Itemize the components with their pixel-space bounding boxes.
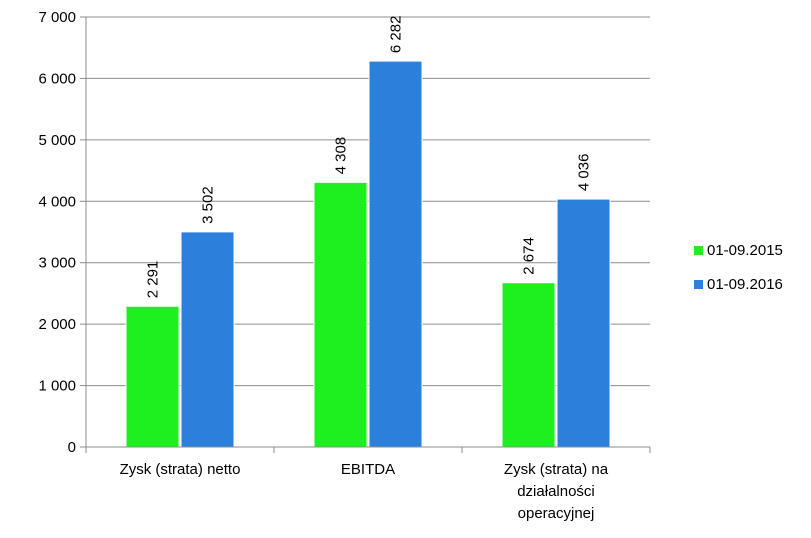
x-category-label: Zysk (strata) na <box>504 461 609 478</box>
gridlines <box>86 16 650 387</box>
legend-item-series-1: 01-09.2015 <box>694 239 783 261</box>
x-category-label: Zysk (strata) netto <box>120 461 241 478</box>
data-label: 3 502 <box>200 186 217 224</box>
x-category-label: działalności <box>517 483 595 500</box>
bar-2-2 <box>368 60 423 448</box>
data-label: 4 308 <box>333 137 350 175</box>
y-tick-label: 2 000 <box>38 316 76 333</box>
legend-label-series-2: 01-09.2016 <box>707 275 783 293</box>
data-label: 4 036 <box>576 154 593 192</box>
data-label: 2 674 <box>521 237 538 275</box>
bar-2-1 <box>180 231 235 448</box>
bar-1-2 <box>313 181 368 448</box>
legend-item-series-2: 01-09.2016 <box>694 273 783 295</box>
axes <box>80 16 651 453</box>
bars <box>125 60 611 448</box>
y-tick-label: 6 000 <box>38 70 76 87</box>
bar-2-3 <box>556 198 611 448</box>
x-category-label: EBITDA <box>341 461 395 478</box>
legend-swatch-series-1 <box>694 245 703 255</box>
y-tick-label: 0 <box>68 439 76 456</box>
data-label: 6 282 <box>388 16 405 54</box>
y-tick-label: 4 000 <box>38 193 76 210</box>
data-labels: 2 291 3 502 4 308 6 282 2 674 4 036 <box>145 16 593 299</box>
legend-swatch-series-2 <box>694 279 703 289</box>
y-tick-label: 7 000 <box>38 9 76 26</box>
y-tick-label: 1 000 <box>38 378 76 395</box>
x-category-label: operacyjnej <box>518 505 595 522</box>
y-tick-labels: 0 1 000 2 000 3 000 4 000 5 000 6 000 7 000 <box>38 9 76 456</box>
x-category-labels: Zysk (strata) netto EBITDA Zysk (strata) n… <box>120 461 609 522</box>
legend-label-series-1: 01-09.2015 <box>707 241 783 259</box>
y-tick-label: 3 000 <box>38 255 76 272</box>
bar-1-3 <box>501 282 556 448</box>
y-tick-label: 5 000 <box>38 132 76 149</box>
legend: 01-09.2015 01-09.2016 <box>694 239 783 307</box>
data-label: 2 291 <box>145 261 162 299</box>
bar-1-1 <box>125 305 180 448</box>
